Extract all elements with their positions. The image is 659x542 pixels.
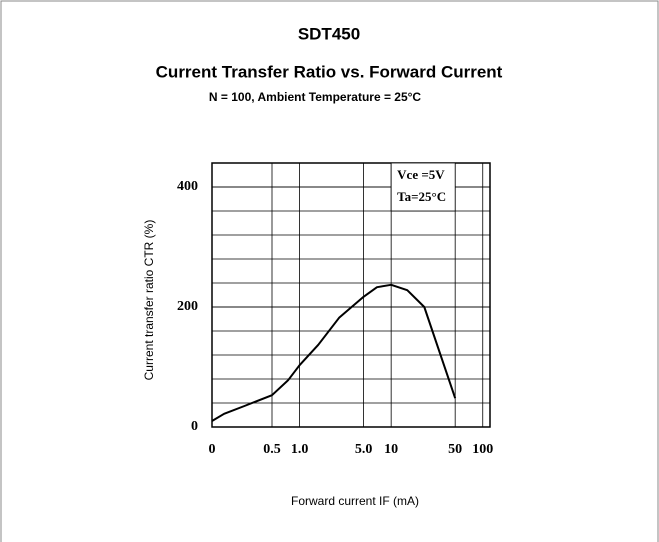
data-line — [211, 283, 457, 422]
x-tick-label: 50 — [448, 442, 462, 457]
x-tick-label: 10 — [384, 442, 398, 457]
annotation: Vce =5V — [397, 167, 445, 182]
y-tick-label: 0 — [191, 419, 198, 434]
x-tick-label: 100 — [472, 442, 493, 457]
y-axis-label: Current transfer ratio CTR (%) — [142, 220, 156, 381]
chart-title: SDT450 — [298, 24, 360, 43]
x-tick-label: 0 — [209, 442, 216, 457]
x-axis-label: Forward current IF (mA) — [291, 494, 419, 508]
x-tick-label: 5.0 — [355, 442, 373, 457]
chart-subtitle: Current Transfer Ratio vs. Forward Curre… — [156, 62, 503, 81]
y-tick-label: 400 — [177, 179, 198, 194]
chart-note: N = 100, Ambient Temperature = 25°C — [209, 90, 422, 104]
x-tick-label: 0.5 — [263, 442, 281, 457]
annotation: Ta=25°C — [397, 189, 446, 204]
y-tick-label: 200 — [177, 299, 198, 314]
x-tick-label: 1.0 — [291, 442, 309, 457]
annotation-box — [390, 162, 456, 212]
